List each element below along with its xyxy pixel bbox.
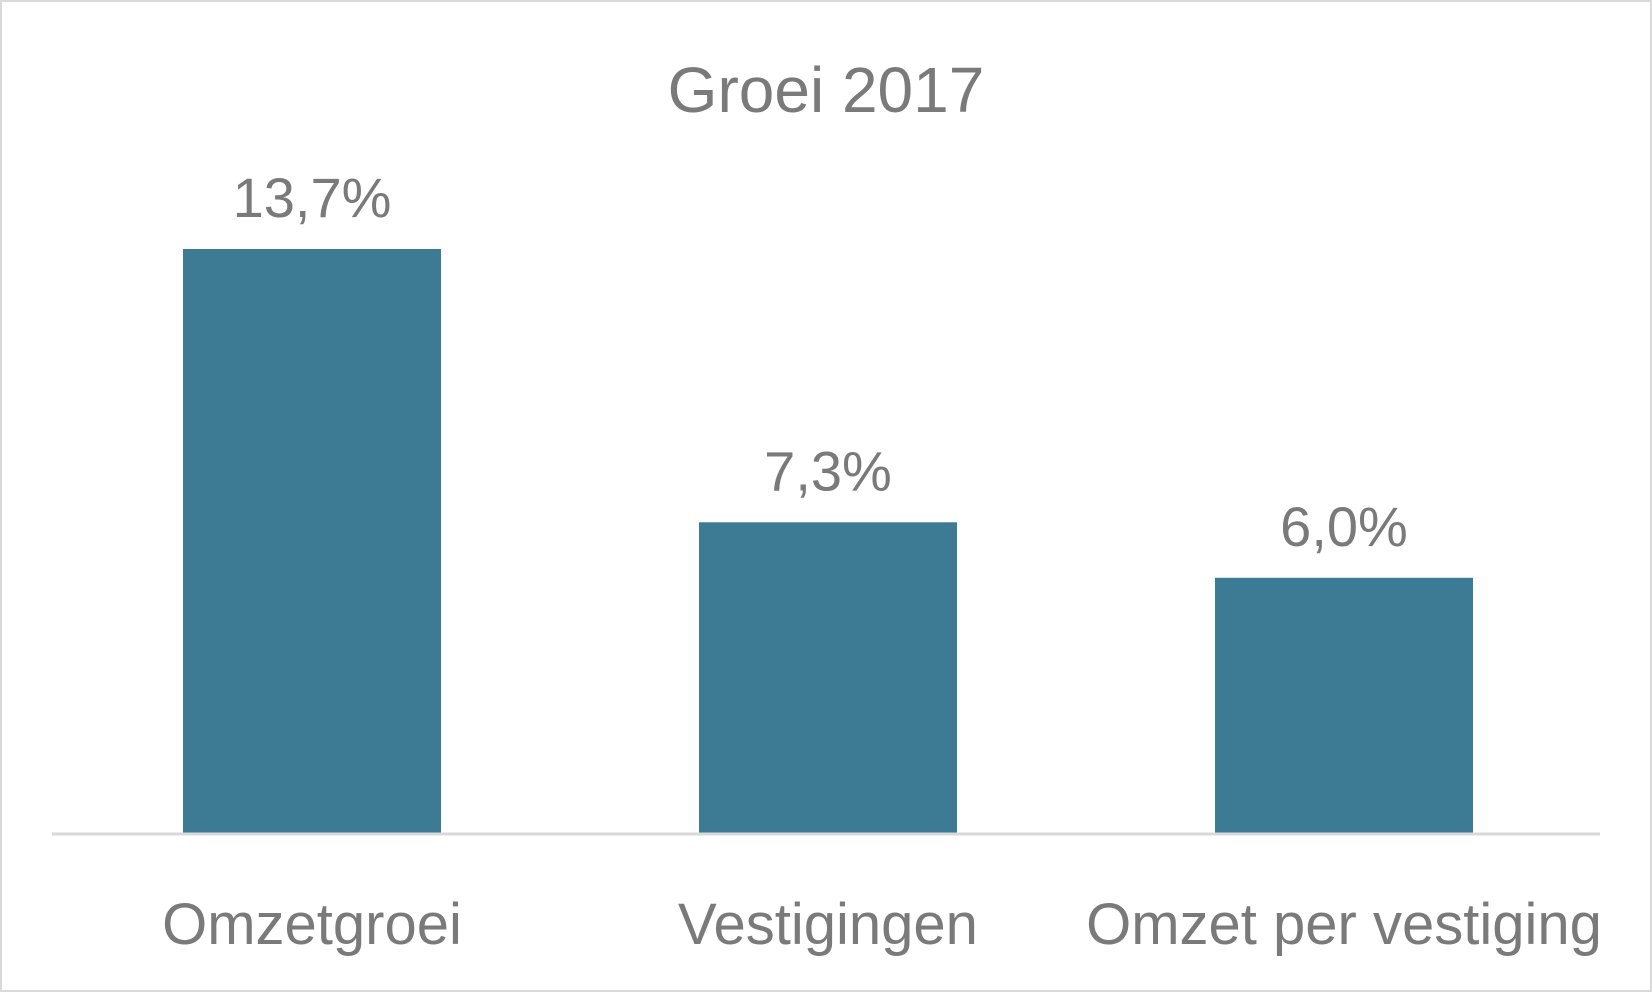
bar-1 [699,522,957,834]
category-label-0: Omzetgroei [162,892,462,957]
category-label-1: Vestigingen [678,892,978,957]
data-labels-group: 13,7% 7,3% 6,0% [233,166,1408,558]
chart-title: Groei 2017 [668,54,985,126]
bars-group [183,249,1473,834]
bar-2 [1215,577,1473,834]
data-label-0: 13,7% [233,166,392,229]
bar-0 [183,249,441,834]
category-label-2: Omzet per vestiging [1086,892,1602,957]
data-label-2: 6,0% [1280,495,1408,558]
data-label-1: 7,3% [764,439,892,502]
category-labels-group: Omzetgroei Vestigingen Omzet per vestiging [162,892,1602,957]
